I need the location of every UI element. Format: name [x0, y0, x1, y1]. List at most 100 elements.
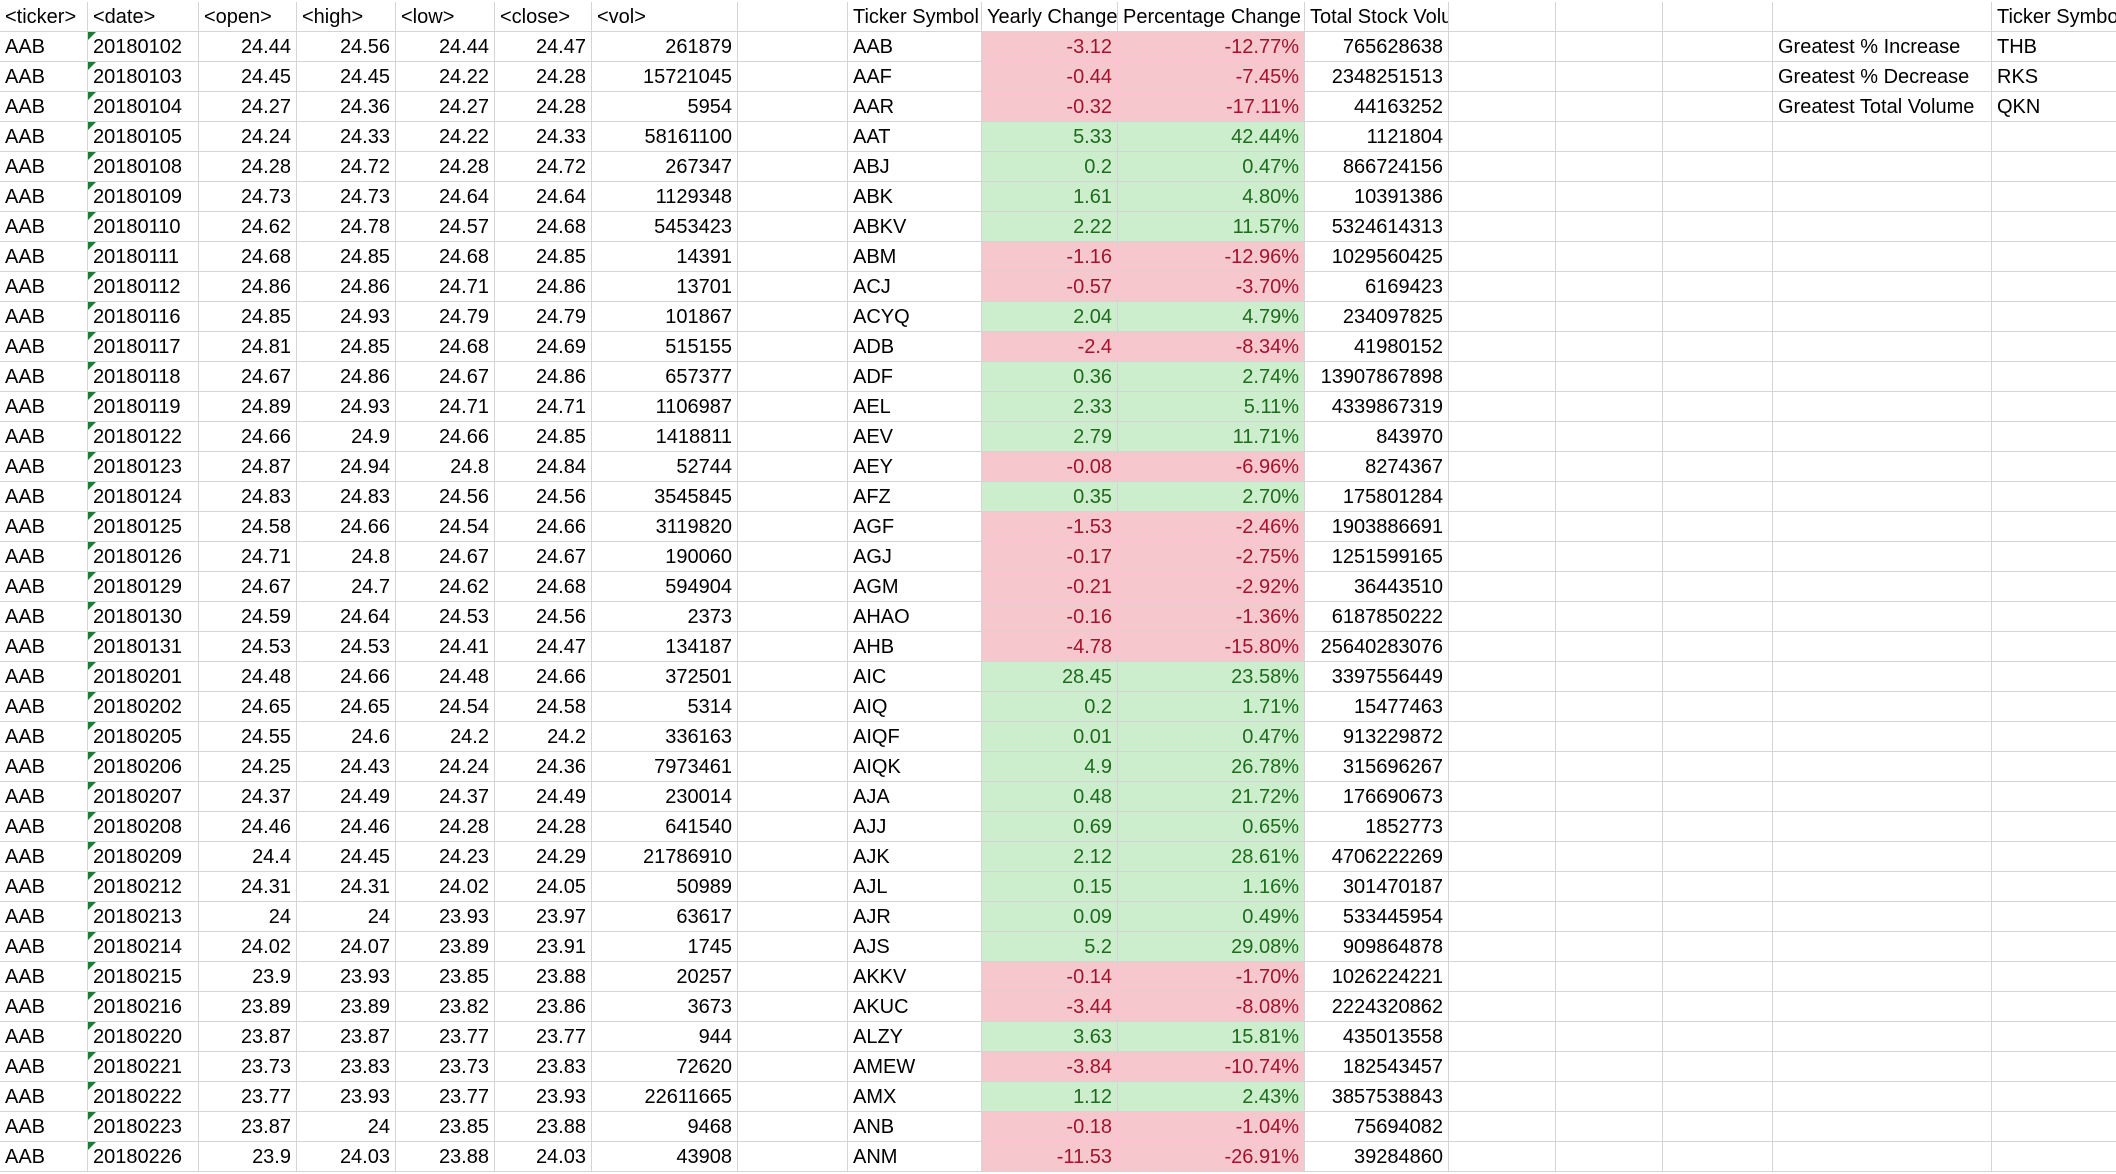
summary-cell-percentage-change[interactable]: 29.08% — [1118, 932, 1305, 962]
data-cell-close[interactable]: 24.47 — [495, 32, 592, 62]
data-cell-open[interactable]: 24.53 — [199, 632, 297, 662]
cell[interactable] — [1449, 812, 1556, 842]
cell[interactable] — [1449, 602, 1556, 632]
cell[interactable] — [1663, 962, 1773, 992]
data-cell-open[interactable]: 23.87 — [199, 1112, 297, 1142]
cell[interactable] — [1992, 632, 2116, 662]
summary-cell-percentage-change[interactable]: -17.11% — [1118, 92, 1305, 122]
cell[interactable] — [1663, 722, 1773, 752]
data-cell-ticker[interactable]: AAB — [0, 572, 88, 602]
cell[interactable] — [1556, 992, 1663, 1022]
cell[interactable] — [738, 62, 848, 92]
cell[interactable] — [1556, 692, 1663, 722]
cell[interactable] — [1556, 752, 1663, 782]
data-cell-vol[interactable]: 101867 — [592, 302, 738, 332]
cell[interactable] — [1663, 62, 1773, 92]
cell[interactable] — [1449, 902, 1556, 932]
summary-cell-percentage-change[interactable]: -8.34% — [1118, 332, 1305, 362]
data-cell-vol[interactable]: 594904 — [592, 572, 738, 602]
summary-cell-ticker-symbol[interactable]: AAT — [848, 122, 982, 152]
cell[interactable] — [1663, 92, 1773, 122]
data-cell-ticker[interactable]: AAB — [0, 542, 88, 572]
data-cell-date[interactable]: 20180220 — [88, 1022, 199, 1052]
column-header-open[interactable]: <open> — [199, 2, 297, 32]
summary-cell-yearly-change[interactable]: -0.32 — [982, 92, 1118, 122]
cell[interactable] — [1449, 1082, 1556, 1112]
data-cell-ticker[interactable]: AAB — [0, 1112, 88, 1142]
summary-cell-yearly-change[interactable]: 5.2 — [982, 932, 1118, 962]
data-cell-high[interactable]: 24.46 — [297, 812, 396, 842]
data-cell-close[interactable]: 24.56 — [495, 482, 592, 512]
summary-cell-yearly-change[interactable]: 0.48 — [982, 782, 1118, 812]
cell[interactable] — [1556, 962, 1663, 992]
cell[interactable] — [1556, 542, 1663, 572]
data-cell-open[interactable]: 24.71 — [199, 542, 297, 572]
summary-cell-total-stock-volume[interactable]: 301470187 — [1305, 872, 1449, 902]
cell[interactable] — [738, 272, 848, 302]
data-cell-ticker[interactable]: AAB — [0, 752, 88, 782]
data-cell-close[interactable]: 24.68 — [495, 212, 592, 242]
data-cell-high[interactable]: 24.33 — [297, 122, 396, 152]
data-cell-vol[interactable]: 15721045 — [592, 62, 738, 92]
summary-cell-total-stock-volume[interactable]: 13907867898 — [1305, 362, 1449, 392]
data-cell-vol[interactable]: 21786910 — [592, 842, 738, 872]
cell[interactable] — [738, 662, 848, 692]
greatest-label[interactable]: Greatest % Increase — [1773, 32, 1992, 62]
cell[interactable] — [1992, 692, 2116, 722]
summary-cell-total-stock-volume[interactable]: 5324614313 — [1305, 212, 1449, 242]
cell[interactable] — [1556, 452, 1663, 482]
cell[interactable] — [1773, 1052, 1992, 1082]
summary-cell-total-stock-volume[interactable]: 176690673 — [1305, 782, 1449, 812]
summary-cell-ticker-symbol[interactable]: AKUC — [848, 992, 982, 1022]
cell[interactable] — [1449, 422, 1556, 452]
summary-cell-yearly-change[interactable]: -1.16 — [982, 242, 1118, 272]
data-cell-high[interactable]: 24.94 — [297, 452, 396, 482]
cell[interactable] — [1556, 812, 1663, 842]
data-cell-high[interactable]: 24.86 — [297, 362, 396, 392]
data-cell-date[interactable]: 20180109 — [88, 182, 199, 212]
cell[interactable] — [1773, 782, 1992, 812]
cell[interactable] — [1663, 32, 1773, 62]
data-cell-ticker[interactable]: AAB — [0, 782, 88, 812]
summary-cell-percentage-change[interactable]: 4.80% — [1118, 182, 1305, 212]
data-cell-close[interactable]: 24.2 — [495, 722, 592, 752]
data-cell-vol[interactable]: 515155 — [592, 332, 738, 362]
data-cell-low[interactable]: 24.71 — [396, 392, 495, 422]
data-cell-low[interactable]: 23.77 — [396, 1082, 495, 1112]
summary-cell-ticker-symbol[interactable]: ANM — [848, 1142, 982, 1172]
summary-cell-total-stock-volume[interactable]: 1852773 — [1305, 812, 1449, 842]
greatest-ticker[interactable]: RKS — [1992, 62, 2116, 92]
cell[interactable] — [1556, 302, 1663, 332]
data-cell-low[interactable]: 23.77 — [396, 1022, 495, 1052]
summary-cell-ticker-symbol[interactable]: AHAO — [848, 602, 982, 632]
cell[interactable] — [1773, 722, 1992, 752]
data-cell-low[interactable]: 24.54 — [396, 692, 495, 722]
data-cell-close[interactable]: 24.29 — [495, 842, 592, 872]
data-cell-open[interactable]: 24.27 — [199, 92, 297, 122]
summary-cell-ticker-symbol[interactable]: ABM — [848, 242, 982, 272]
cell[interactable] — [1556, 152, 1663, 182]
summary-cell-ticker-symbol[interactable]: AIQF — [848, 722, 982, 752]
data-cell-date[interactable]: 20180130 — [88, 602, 199, 632]
cell[interactable] — [1449, 242, 1556, 272]
data-cell-low[interactable]: 24.64 — [396, 182, 495, 212]
cell[interactable] — [1556, 482, 1663, 512]
cell[interactable] — [1773, 422, 1992, 452]
cell[interactable] — [1449, 962, 1556, 992]
summary-cell-yearly-change[interactable]: -0.18 — [982, 1112, 1118, 1142]
data-cell-close[interactable]: 24.28 — [495, 62, 592, 92]
data-cell-low[interactable]: 24.53 — [396, 602, 495, 632]
cell[interactable] — [1992, 512, 2116, 542]
cell[interactable] — [1663, 422, 1773, 452]
data-cell-low[interactable]: 24.48 — [396, 662, 495, 692]
data-cell-open[interactable]: 24 — [199, 902, 297, 932]
data-cell-low[interactable]: 23.85 — [396, 962, 495, 992]
data-cell-date[interactable]: 20180104 — [88, 92, 199, 122]
data-cell-high[interactable]: 24.93 — [297, 392, 396, 422]
data-cell-high[interactable]: 24.45 — [297, 62, 396, 92]
data-cell-low[interactable]: 24.62 — [396, 572, 495, 602]
summary-cell-ticker-symbol[interactable]: AIQ — [848, 692, 982, 722]
summary-cell-percentage-change[interactable]: -1.36% — [1118, 602, 1305, 632]
data-cell-open[interactable]: 24.25 — [199, 752, 297, 782]
cell[interactable] — [738, 812, 848, 842]
